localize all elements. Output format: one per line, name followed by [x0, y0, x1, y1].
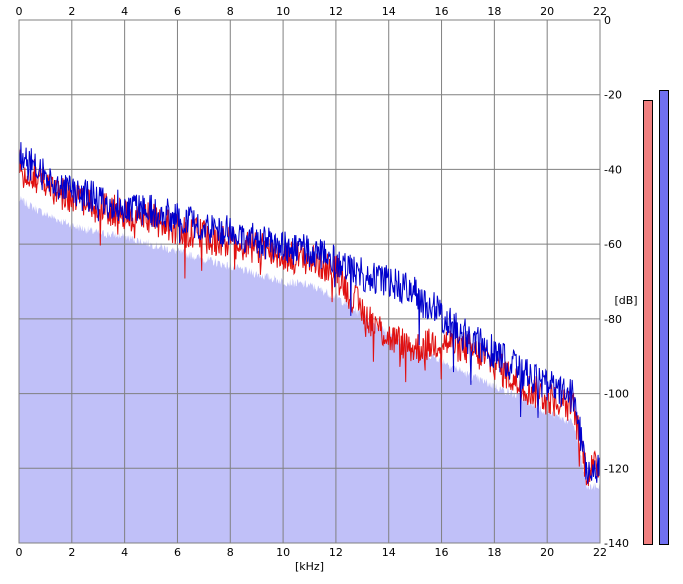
y-tick-label: -100 [604, 388, 629, 401]
y-tick-label: -120 [604, 462, 629, 475]
red-spectrum-line [18, 147, 601, 486]
x-tick-label-top: 8 [227, 5, 234, 18]
y-tick-label: -40 [604, 163, 622, 176]
x-tick-label-top: 20 [540, 5, 554, 18]
x-tick-label-bottom: 14 [382, 546, 396, 559]
x-tick-label-top: 0 [16, 5, 23, 18]
series-lines [18, 142, 601, 486]
x-tick-label-bottom: 0 [16, 546, 23, 559]
tick-labels: 002244668810101212141416161818202022220-… [16, 5, 629, 559]
x-axis-label: [kHz] [295, 560, 324, 573]
x-tick-label-bottom: 18 [487, 546, 501, 559]
x-tick-label-top: 14 [382, 5, 396, 18]
blue-spectrum-line [18, 142, 601, 484]
x-tick-label-bottom: 20 [540, 546, 554, 559]
x-tick-label-top: 4 [121, 5, 128, 18]
x-tick-label-top: 16 [435, 5, 449, 18]
x-tick-label-bottom: 8 [227, 546, 234, 559]
y-tick-label: -20 [604, 89, 622, 102]
y-tick-label: 0 [604, 14, 611, 27]
left-channel-level-meter [643, 100, 653, 545]
x-tick-label-bottom: 12 [329, 546, 343, 559]
spectrum-fill-area [19, 196, 600, 543]
x-tick-label-bottom: 22 [593, 546, 607, 559]
y-axis-label: [dB] [614, 294, 637, 307]
x-tick-label-bottom: 6 [174, 546, 181, 559]
y-tick-label: -80 [604, 313, 622, 326]
y-tick-label: -60 [604, 238, 622, 251]
x-tick-label-top: 22 [593, 5, 607, 18]
y-tick-label: -140 [604, 537, 629, 550]
x-tick-label-bottom: 2 [68, 546, 75, 559]
right-channel-level-meter [659, 90, 669, 545]
x-tick-label-top: 10 [276, 5, 290, 18]
x-tick-label-bottom: 4 [121, 546, 128, 559]
x-tick-label-top: 12 [329, 5, 343, 18]
spectrum-fill-path [19, 196, 600, 543]
x-tick-label-top: 2 [68, 5, 75, 18]
x-tick-label-top: 18 [487, 5, 501, 18]
x-tick-label-bottom: 10 [276, 546, 290, 559]
x-tick-label-bottom: 16 [435, 546, 449, 559]
x-tick-label-top: 6 [174, 5, 181, 18]
plot-frame [18, 19, 601, 544]
